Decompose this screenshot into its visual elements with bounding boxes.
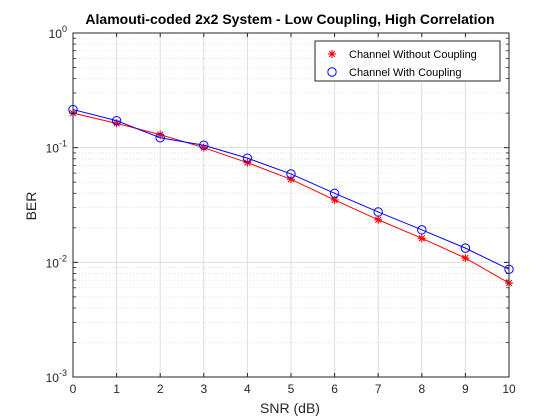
plot-area <box>68 32 514 378</box>
y-tick-label: 100 <box>49 24 67 41</box>
legend-marker <box>328 50 336 58</box>
data-point <box>373 207 383 217</box>
axis-ticks <box>72 32 510 378</box>
data-point <box>374 215 383 224</box>
data-point <box>417 225 427 235</box>
x-tick-labels: 0 1 2 3 4 5 6 7 8 9 10 <box>70 382 516 396</box>
legend-label: Channel Without Coupling <box>349 49 477 61</box>
x-tick-label: 5 <box>288 382 295 396</box>
y-tick-label: 10-2 <box>46 253 67 270</box>
y-tick-label: 10-1 <box>46 139 67 156</box>
x-tick-label: 10 <box>502 382 516 396</box>
data-point <box>460 243 471 253</box>
legend: Channel Without Coupling Channel With Cou… <box>314 40 501 82</box>
minor-grid <box>73 37 509 343</box>
x-tick-label: 4 <box>244 382 251 396</box>
y-tick-label: 10-3 <box>46 368 67 385</box>
x-axis-label: SNR (dB) <box>260 400 320 416</box>
legend-box <box>314 40 501 82</box>
x-tick-label: 0 <box>70 382 77 396</box>
data-point <box>155 133 165 143</box>
data-point <box>242 153 253 163</box>
legend-entries: Channel Without Coupling Channel With Cou… <box>327 49 477 79</box>
y-tick-labels: 10-3 10-2 10-1 100 <box>46 24 67 385</box>
legend-marker <box>327 67 337 77</box>
series-line <box>72 109 510 270</box>
x-tick-label: 9 <box>462 382 469 396</box>
data-point <box>111 115 122 126</box>
data-point <box>417 234 426 243</box>
legend-entry-2: Channel With Coupling <box>327 67 462 79</box>
data-point <box>286 169 296 179</box>
x-tick-label: 7 <box>375 382 382 396</box>
data-point <box>329 188 340 198</box>
x-tick-label: 6 <box>331 382 338 396</box>
legend-label: Channel With Coupling <box>349 67 462 79</box>
data-point <box>199 140 209 150</box>
major-grid <box>73 33 509 377</box>
x-tick-label: 8 <box>418 382 425 396</box>
y-axis-label: BER <box>23 192 39 221</box>
x-tick-label: 3 <box>200 382 207 396</box>
legend-entry-1: Channel Without Coupling <box>328 49 477 61</box>
x-tick-label: 2 <box>157 382 164 396</box>
data-point <box>461 254 470 263</box>
x-tick-label: 1 <box>113 382 120 396</box>
chart-title: Alamouti-coded 2x2 System - Low Coupling… <box>85 11 494 27</box>
